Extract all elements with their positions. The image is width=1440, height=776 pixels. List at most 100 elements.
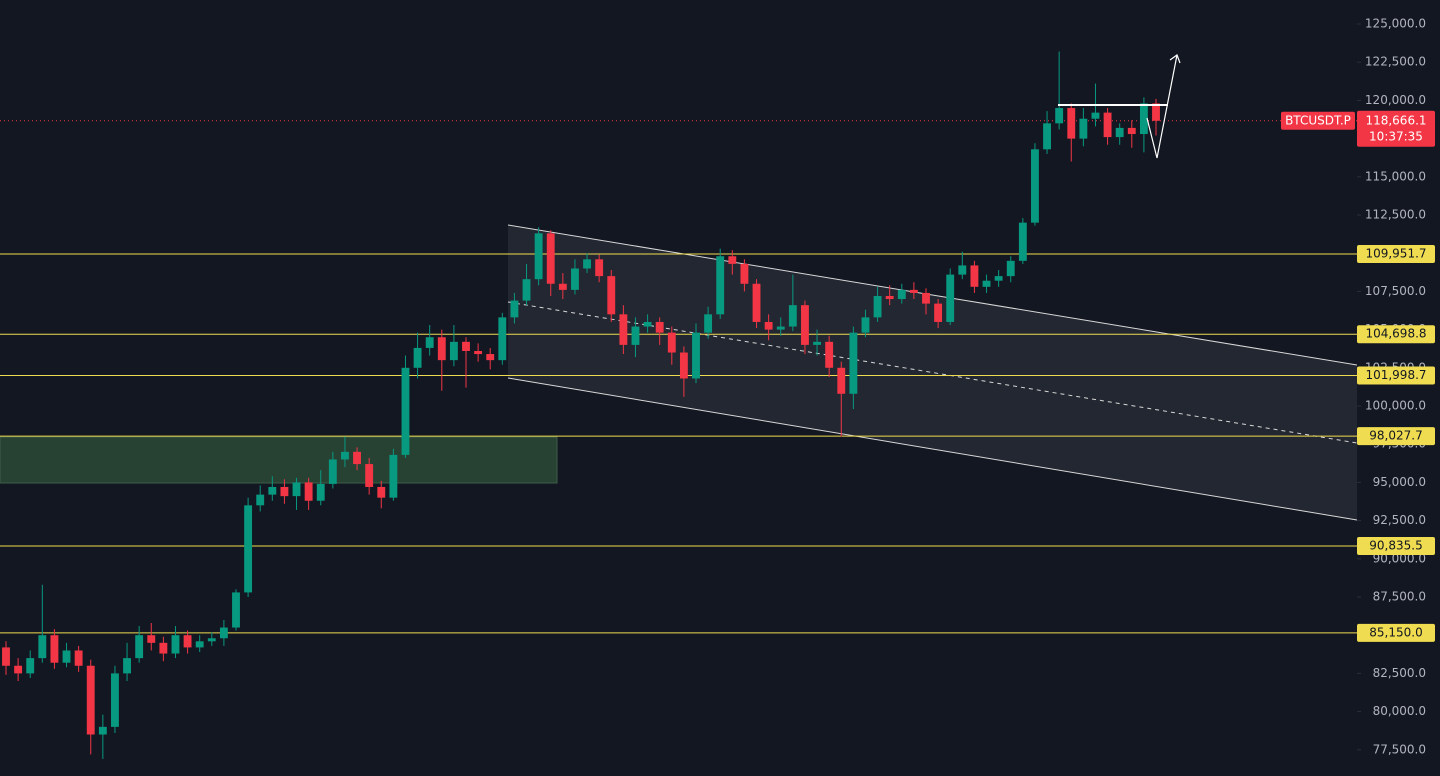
candle-body	[171, 635, 180, 654]
y-tick-label: 125,000.0	[1365, 17, 1426, 31]
candle-body	[692, 332, 700, 379]
candle-body	[861, 317, 870, 333]
candle-body	[849, 332, 858, 394]
candle-body	[885, 295, 894, 300]
candle-body	[740, 263, 749, 284]
candle-body	[510, 300, 519, 318]
axis-labels: 109,951.7 104,698.8 101,998.7 98,027.7 90,83…	[1281, 110, 1435, 642]
y-tick-label: 92,500.0	[1373, 513, 1426, 527]
candle-body	[607, 276, 616, 315]
candle-body	[837, 367, 846, 394]
candles	[2, 51, 1160, 759]
candle-body	[788, 305, 797, 327]
level-label: 98,027.7	[1369, 429, 1422, 443]
candle-body	[219, 627, 228, 639]
candle-body	[135, 635, 144, 659]
level-label: 104,698.8	[1365, 327, 1426, 341]
candle-body	[389, 454, 398, 498]
candle-body	[728, 256, 737, 264]
candle-body	[292, 482, 301, 497]
candle-body	[232, 592, 240, 628]
candle-body	[994, 276, 1003, 281]
candle-body	[764, 321, 773, 330]
candle-body	[716, 256, 725, 315]
candle-body	[897, 289, 906, 300]
candle-body	[341, 451, 349, 460]
y-tick-label: 115,000.0	[1365, 169, 1426, 183]
level-label-box	[1357, 537, 1435, 556]
level-label-box	[1357, 366, 1435, 385]
candle-body	[498, 317, 507, 361]
candle-body	[631, 326, 640, 345]
candle-body	[98, 726, 107, 735]
candle-body	[1055, 108, 1064, 124]
channel-lower	[507, 377, 1358, 521]
candle-body	[195, 641, 204, 648]
symbol-label: BTCUSDT.P	[1285, 113, 1351, 127]
candle-body	[776, 326, 785, 330]
candle-body	[474, 350, 483, 355]
candle-body	[304, 482, 313, 501]
candle-body	[1091, 112, 1100, 119]
y-tick-label: 95,000.0	[1373, 475, 1426, 489]
candle-body	[522, 279, 531, 301]
level-label: 101,998.7	[1365, 368, 1426, 382]
y-tick-label: 100,000.0	[1365, 398, 1426, 412]
candle-body	[982, 280, 991, 287]
candle-body	[425, 337, 434, 348]
candle-body	[801, 305, 809, 345]
candle-body	[655, 321, 664, 333]
candle-body	[437, 337, 446, 361]
candle-body	[50, 635, 59, 663]
candle-body	[74, 650, 83, 666]
candle-body	[268, 486, 277, 495]
candle-body	[595, 259, 604, 277]
level-label: 85,150.0	[1369, 625, 1422, 639]
candle-body	[946, 274, 955, 322]
overlay	[1058, 54, 1181, 159]
y-tick-label: 120,000.0	[1365, 93, 1426, 107]
candle-body	[26, 658, 35, 674]
candle-body	[1139, 103, 1148, 135]
candle-body	[958, 265, 967, 275]
candle-body	[873, 295, 882, 318]
candle-body	[813, 341, 821, 345]
countdown-label: 10:37:35	[1369, 129, 1423, 143]
candle-body	[970, 265, 979, 287]
candle-body	[934, 303, 943, 322]
candle-body	[365, 464, 374, 487]
candle-body	[2, 647, 10, 666]
candle-body	[377, 486, 386, 498]
candle-body	[147, 635, 156, 643]
level-label-box	[1357, 427, 1435, 446]
level-label: 90,835.5	[1369, 539, 1422, 553]
candle-body	[1067, 108, 1076, 139]
candle-body	[909, 289, 918, 293]
candle-body	[752, 283, 761, 322]
projection-arrow	[1146, 54, 1178, 159]
level-label-box	[1357, 623, 1435, 642]
arrow-head	[1169, 54, 1181, 64]
candle-body	[1152, 103, 1160, 121]
candle-body	[1006, 260, 1015, 277]
candle-body	[534, 233, 543, 280]
candle-body	[328, 459, 337, 484]
candle-body	[1018, 222, 1027, 261]
candle-body	[1103, 112, 1112, 138]
candle-body	[1043, 123, 1051, 150]
candle-body	[825, 341, 834, 368]
candle-body	[558, 283, 567, 290]
y-tick-label: 87,500.0	[1373, 589, 1426, 603]
candle-body	[244, 505, 253, 593]
candle-body	[62, 650, 71, 663]
candle-body	[546, 233, 555, 284]
candle-body	[413, 347, 422, 368]
y-tick-label: 112,500.0	[1365, 208, 1426, 222]
y-tick-label: 80,000.0	[1373, 704, 1426, 718]
candle-body	[38, 635, 47, 659]
candle-body	[159, 642, 168, 654]
candle-body	[643, 321, 652, 327]
